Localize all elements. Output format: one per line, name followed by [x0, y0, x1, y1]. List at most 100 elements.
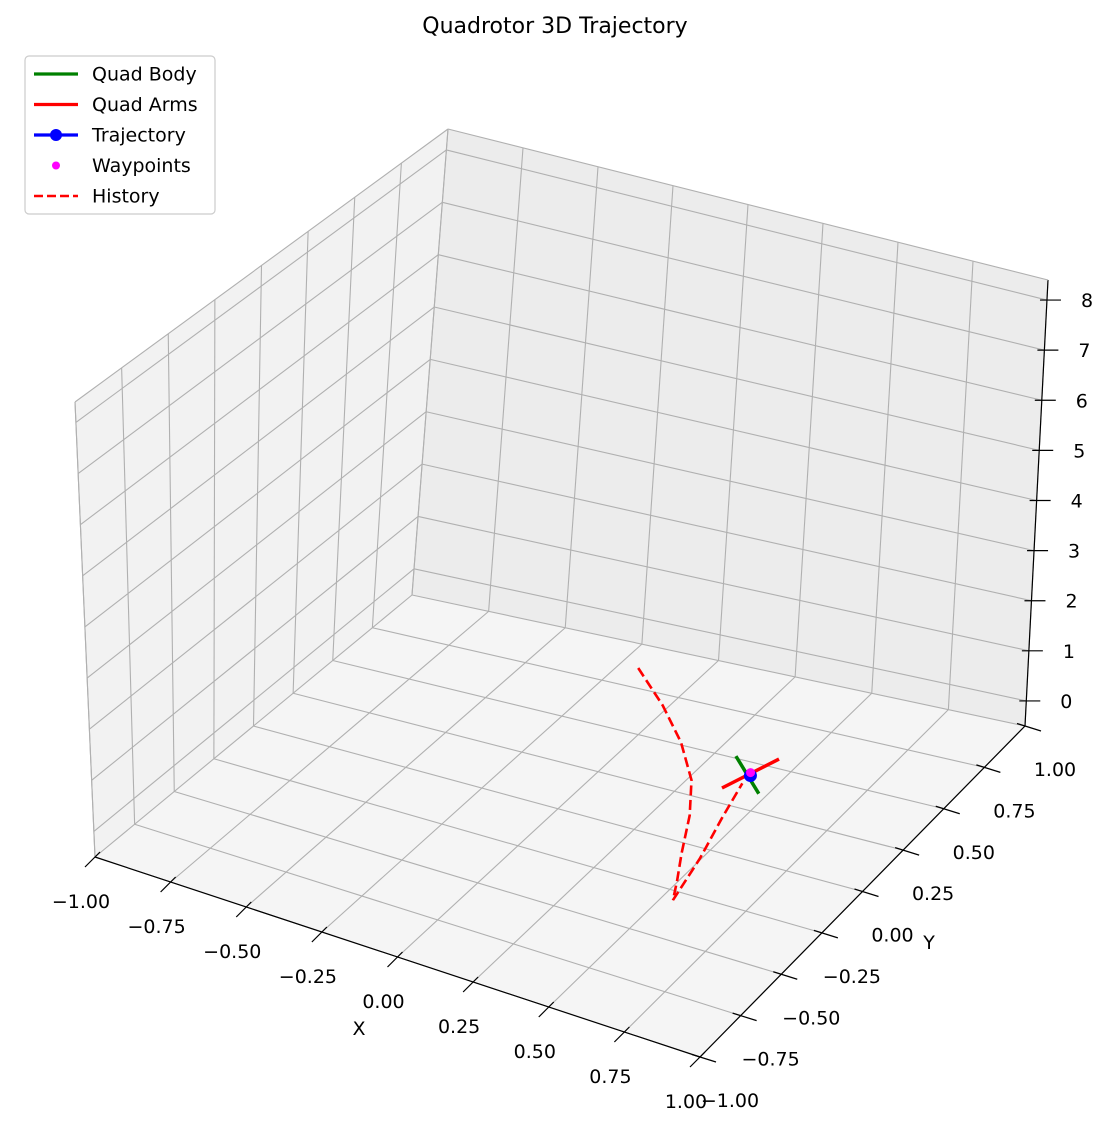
x-tick-label: −0.50 [203, 941, 261, 963]
grid-line-z-back [438, 254, 1042, 401]
x-axis-label: X [352, 1018, 365, 1040]
legend-frame [24, 55, 216, 215]
x-tick-mark [689, 1051, 706, 1068]
floor-pane [95, 595, 1025, 1057]
grid-line-z-back [413, 568, 1027, 702]
y-tick-label: −0.25 [823, 966, 881, 988]
y-tick-mark [773, 971, 798, 980]
plot-series [637, 667, 780, 901]
grid-line-y-left [371, 163, 402, 628]
grid-line-z-left [89, 463, 423, 730]
chart-title: Quadrotor 3D Trajectory [422, 14, 687, 39]
grid-line-z-back [446, 149, 1048, 301]
x-tick-mark [84, 851, 101, 868]
z-tick-label: 7 [1078, 340, 1090, 362]
grid-line-z-back [430, 358, 1037, 502]
z-tick-label: 6 [1076, 390, 1088, 412]
x-tick-mark [387, 951, 403, 968]
legend-waypoints-swatch [52, 161, 60, 170]
box-edge [74, 401, 96, 858]
y-tick-mark [976, 764, 1001, 773]
z-tick-label: 0 [1060, 691, 1072, 713]
y-tick-mark [732, 1012, 757, 1022]
grid-line-y-floor [174, 790, 782, 975]
x-tick-label: 0.75 [589, 1066, 631, 1088]
grid-line-z-back [417, 515, 1029, 652]
grid-line-x-back [794, 223, 824, 677]
grid-line-y-floor [292, 692, 904, 851]
waypoints-marker [746, 768, 756, 778]
y-tick-label: 0.50 [953, 842, 995, 864]
legend: Quad Body Quad Arms Trajectory Waypoints His… [24, 55, 216, 215]
x-tick-mark [160, 876, 177, 893]
y-tick-label: −0.50 [782, 1007, 840, 1029]
z-tick-label: 8 [1081, 290, 1093, 312]
legend-trajectory-marker [50, 129, 62, 141]
y-tick-mark [935, 805, 960, 815]
back-pane [412, 129, 1048, 726]
y-tick-label: 0.75 [993, 800, 1035, 822]
legend-quad-arms-label: Quad Arms [92, 94, 198, 116]
legend-trajectory-label: Trajectory [91, 125, 186, 147]
box-edge [447, 128, 1049, 281]
grid-line-x-back [947, 261, 974, 710]
z-tick-label: 1 [1063, 641, 1075, 663]
x-tick-label: 0.50 [514, 1041, 556, 1063]
grid-line-y-left [213, 299, 216, 759]
left-pane [75, 129, 448, 857]
grid-line-z-left [80, 254, 439, 526]
x-tick-label: −1.00 [52, 891, 110, 913]
y-tick-mark [691, 1053, 717, 1063]
x-tick-label: 0.25 [438, 1016, 480, 1038]
x-tick-label: −0.25 [279, 966, 337, 988]
grid-line-z-left [86, 411, 427, 679]
grid-line-y-left [411, 128, 449, 596]
x-tick-mark [613, 1026, 630, 1043]
y-tick-mark [813, 929, 839, 939]
x-tick-label: 0.00 [362, 991, 404, 1013]
x-tick-label: 1.00 [665, 1091, 707, 1113]
z-axis-ticks: 0 1 2 3 4 5 6 7 8 [1019, 290, 1093, 713]
grid-line-z-back [421, 463, 1032, 602]
box-edge [74, 128, 449, 403]
grid-line-z-left [82, 306, 435, 577]
grid-line-y-left [121, 367, 136, 825]
grid-line-x-back [717, 204, 749, 661]
y-tick-label: 1.00 [1034, 759, 1076, 781]
legend-history-label: History [92, 186, 160, 208]
y-tick-mark [894, 847, 920, 856]
grid-line-z-back [434, 306, 1040, 451]
y-tick-label: 0.00 [871, 925, 913, 947]
y-tick-label: −0.75 [741, 1049, 799, 1071]
y-axis-label: Y [922, 932, 935, 954]
grid-line-y-floor [213, 758, 823, 934]
x-tick-mark [311, 926, 328, 943]
y-axis-ticks: −1.00 −0.75 −0.50 −0.25 0.00 0.25 0.50 0.75 1.00 [691, 722, 1076, 1112]
grid-line-y-left [332, 197, 356, 661]
grid-line-y-left [252, 265, 263, 727]
z-tick-label: 3 [1068, 541, 1080, 563]
axes-panes [75, 129, 1048, 1057]
z-tick-label: 2 [1066, 591, 1078, 613]
x-axis-ticks: −1.00 −0.75 −0.50 −0.25 0.00 0.25 0.50 0.75 1.00 [52, 851, 707, 1113]
grid-line-x-back [871, 242, 899, 694]
z-tick-label: 5 [1073, 440, 1085, 462]
grid-line-y-left [292, 231, 309, 694]
x-tick-mark [235, 901, 252, 918]
grid-line-y-floor [332, 659, 944, 810]
grid-line-y-floor [134, 823, 741, 1017]
grid-line-z-left [91, 516, 419, 781]
grid-line-z-left [75, 149, 447, 423]
y-tick-label: 0.25 [912, 883, 954, 905]
grid-line-x-back [488, 147, 524, 612]
y-tick-mark [854, 888, 879, 898]
grid-line-y-floor [372, 627, 985, 768]
legend-quad-body-label: Quad Body [92, 64, 197, 86]
y-tick-label: −1.00 [701, 1090, 759, 1112]
legend-waypoints-label: Waypoints [92, 155, 191, 177]
x-tick-label: −0.75 [127, 916, 185, 938]
x-tick-mark [538, 1001, 555, 1018]
grid-line-y-floor [411, 594, 1026, 727]
z-tick-label: 4 [1071, 491, 1083, 513]
